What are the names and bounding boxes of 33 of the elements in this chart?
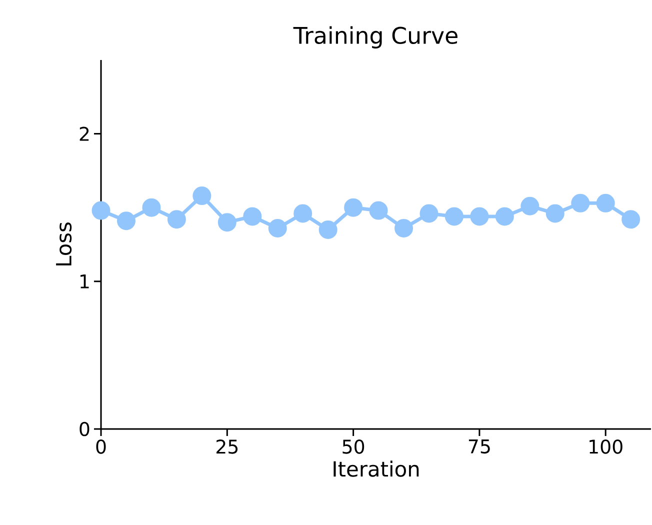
point (394, 219, 414, 238)
point (243, 207, 262, 226)
point (192, 186, 212, 206)
x-tick-label: 50 (342, 440, 364, 454)
y-axis-title: Loss (56, 222, 72, 266)
y-tick-label: 0 (80, 422, 90, 436)
x-tick-label: 75 (468, 440, 490, 454)
x-tick-label: 0 (96, 440, 106, 454)
x-tick-label: 25 (216, 440, 238, 454)
point (294, 204, 312, 223)
point (495, 207, 514, 226)
x-tick-label: 100 (590, 440, 622, 454)
point (344, 198, 363, 217)
point (444, 207, 464, 226)
x-axis-title: Iteration (334, 460, 419, 477)
point (92, 201, 110, 220)
point (520, 196, 540, 216)
point (571, 194, 590, 212)
point (218, 213, 236, 232)
point (470, 207, 489, 226)
point (546, 204, 564, 223)
point (116, 212, 136, 230)
point (268, 219, 287, 238)
chart-title: Training Curve (293, 26, 458, 48)
point (318, 220, 338, 239)
point (420, 204, 438, 223)
point (596, 194, 615, 212)
point (142, 198, 161, 217)
point (369, 201, 388, 220)
point (622, 210, 640, 229)
y-tick-label: 1 (80, 274, 89, 288)
point (167, 210, 186, 229)
y-tick-label: 2 (80, 126, 89, 141)
